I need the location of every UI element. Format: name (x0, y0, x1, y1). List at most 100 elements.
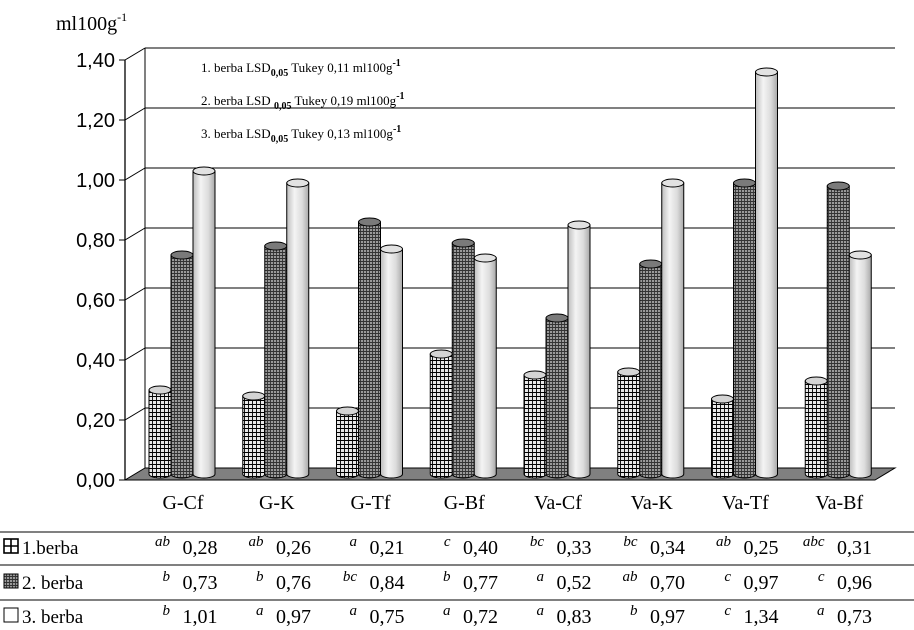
bar-series-3-G-Tf (380, 244, 403, 479)
bar-series-3-Va-K (661, 178, 685, 479)
bar-series-1-Va-Tf (711, 394, 734, 479)
bar-body (733, 182, 756, 479)
annotation-2: 2. berba LSD 0,05 Tukey 0,19 ml100g-1 (201, 91, 405, 112)
y-tick-label: 0,80 (76, 230, 115, 252)
bar-body (336, 410, 359, 479)
data-label: 0,97 (744, 572, 779, 594)
bar-cap (639, 259, 663, 269)
bar-body (523, 374, 547, 479)
bar-series-1-G-K (242, 391, 266, 479)
bar-cap (567, 220, 591, 230)
bar-series-2-Va-Tf (733, 178, 756, 479)
y-axis-title-sup: -1 (117, 10, 127, 24)
legend-entry: 1.berba (22, 538, 79, 559)
bar-body (148, 389, 172, 479)
bar-cap (264, 241, 288, 251)
data-label: 0,97 (276, 606, 311, 628)
bar-body (264, 245, 288, 479)
significance-letter: b (630, 603, 638, 619)
data-label: 0,84 (370, 572, 405, 594)
data-label: 0,52 (557, 572, 592, 594)
gridline-side (124, 167, 146, 181)
annotation-2-sub: 0,05 (274, 101, 292, 112)
bar-series-3-G-Bf (473, 253, 497, 479)
bar-series-3-Va-Bf (848, 250, 872, 479)
data-label: 0,28 (183, 537, 218, 559)
y-tick-label: 0,20 (76, 410, 115, 432)
bar-body (755, 71, 778, 479)
x-tick-label: G-Tf (351, 492, 391, 514)
bar-series-2-Va-K (639, 259, 663, 479)
bar-cap (826, 181, 850, 191)
annotation-2-sup: -1 (396, 91, 404, 102)
bar-body (661, 182, 685, 479)
bar-body (617, 371, 641, 479)
data-label: 0,33 (557, 537, 592, 559)
y-axis-title-main: ml100g (56, 13, 117, 35)
bar-cap (358, 217, 381, 227)
significance-letter: c (444, 534, 451, 550)
data-label: 0,25 (744, 537, 779, 559)
legend-swatch-2 (3, 573, 19, 589)
plot-frame (123, 48, 897, 481)
gridline-side (124, 227, 146, 241)
x-tick-label: Va-Bf (815, 492, 863, 514)
gridline-side (124, 47, 146, 61)
annotation-3-sup: -1 (393, 124, 401, 135)
significance-letter: c (724, 569, 731, 585)
annotation-1: 1. berba LSD0,05 Tukey 0,11 ml100g-1 (201, 58, 401, 79)
bar-body (826, 185, 850, 479)
gridline-side (124, 347, 146, 361)
bar-body (192, 170, 216, 479)
bars (148, 67, 872, 479)
data-label: 0,96 (837, 572, 872, 594)
significance-letter: ab (249, 534, 265, 550)
bar-body (567, 224, 591, 479)
x-tick-label: G-Cf (162, 492, 203, 514)
bar-series-3-Va-Cf (567, 220, 591, 479)
x-tick-label: Va-K (631, 492, 674, 514)
bar-series-2-G-K (264, 241, 288, 479)
significance-letter: c (818, 569, 825, 585)
significance-letter: a (537, 569, 545, 585)
significance-letter: bc (530, 534, 545, 550)
x-tick-label: Va-Cf (534, 492, 582, 514)
significance-letter: ab (716, 534, 732, 550)
legend-entry: 3. berba (22, 607, 84, 628)
bar-series-2-G-Tf (358, 217, 381, 479)
annotation-3: 3. berba LSD0,05 Tukey 0,13 ml100g-1 (201, 124, 401, 145)
data-label: 0,21 (370, 537, 405, 559)
annotation-3-text: Tukey 0,13 ml100g (288, 126, 393, 141)
bar-cap (286, 178, 310, 188)
bar-cap (711, 394, 734, 404)
x-axis-labels: G-Cf G-K G-Tf G-Bf Va-Cf Va-K Va-Tf Va-Bf (162, 492, 863, 514)
annotation-2-prefix: 2. berba LSD (201, 93, 274, 108)
bar-series-1-G-Cf (148, 385, 172, 479)
y-tick-label: 0,00 (76, 470, 115, 492)
data-label: 0,77 (463, 572, 498, 594)
significance-letter: a (537, 603, 545, 619)
significance-letter: a (350, 534, 358, 550)
bar-cap (733, 178, 756, 188)
annotation-1-text: Tukey 0,11 ml100g (288, 60, 393, 75)
data-label: 0,83 (557, 606, 592, 628)
bar-cap (192, 166, 216, 176)
plot-floor (123, 467, 897, 481)
bar-cap (336, 406, 359, 416)
annotation-1-prefix: 1. berba LSD (201, 60, 271, 75)
data-label: 0,73 (183, 572, 218, 594)
bar-cap (661, 178, 685, 188)
bar-body (358, 221, 381, 479)
gridline-side (124, 287, 146, 301)
significance-letter: a (443, 603, 451, 619)
significance-letter: a (350, 603, 358, 619)
annotation-1-sub: 0,05 (271, 68, 289, 79)
bar-series-1-G-Tf (336, 406, 359, 479)
bar-body (380, 248, 403, 479)
bar-series-1-Va-Cf (523, 370, 547, 479)
bar-series-2-Va-Cf (545, 313, 569, 479)
significance-letter: b (163, 569, 171, 585)
bar-body (639, 263, 663, 479)
bar-series-3-G-K (286, 178, 310, 479)
